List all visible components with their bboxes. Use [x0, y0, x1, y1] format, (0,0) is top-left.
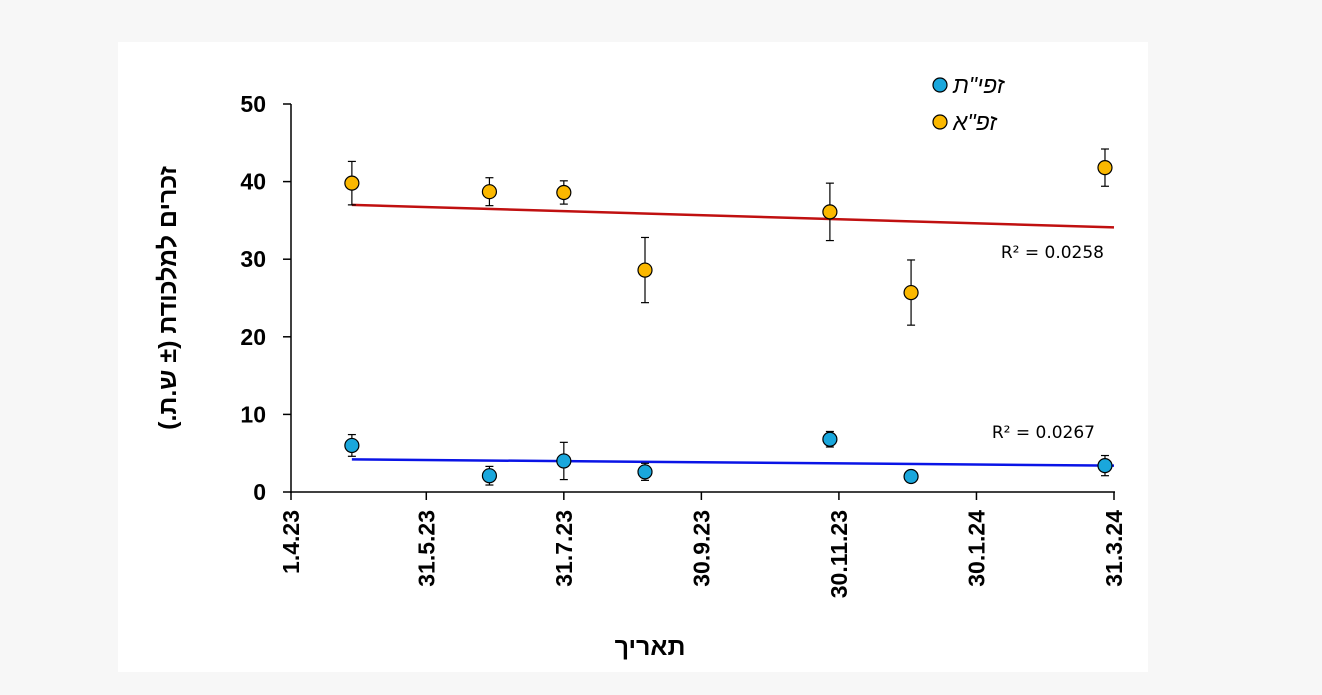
y-tick-label: 50	[240, 91, 266, 117]
data-point	[344, 175, 360, 191]
trendline	[351, 203, 1115, 229]
data-point	[903, 468, 919, 485]
y-tick-label: 40	[240, 169, 266, 195]
data-points	[344, 160, 1113, 485]
legend-label: ת"יפז	[952, 72, 1006, 98]
data-point	[637, 464, 653, 480]
legend-marker	[932, 114, 948, 130]
legend-label: א"פז	[952, 109, 998, 135]
data-point	[481, 184, 498, 200]
x-tick-label: 30.1.24	[963, 510, 989, 587]
data-point	[1097, 458, 1113, 474]
data-point	[481, 468, 498, 484]
r2-label: R² = 0.0267	[992, 423, 1095, 443]
data-point	[556, 453, 572, 469]
r2-labels: R² = 0.0267 R² = 0.0258	[992, 243, 1104, 443]
x-tick-label: 31.7.23	[551, 510, 577, 587]
axes	[283, 103, 1115, 500]
x-tick-labels: 1.4.23 31.5.23 31.7.23 30.9.23 30.11.23 30.1.…	[278, 510, 1127, 598]
x-axis-title: תאריך	[615, 633, 686, 661]
legend-marker	[932, 77, 948, 93]
x-tick-label: 31.5.23	[413, 510, 439, 587]
y-tick-label: 10	[240, 401, 266, 427]
trendline	[351, 458, 1115, 467]
r2-label: R² = 0.0258	[1001, 243, 1104, 263]
y-tick-labels: 0 10 20 30 40 50	[240, 91, 266, 505]
data-point	[637, 262, 653, 278]
x-tick-label: 30.9.23	[688, 510, 714, 587]
y-tick-label: 0	[253, 479, 266, 505]
y-axis-title: זכרים למלכודת (± ש.ת.)	[154, 166, 182, 430]
x-tick-label: 30.11.23	[826, 510, 852, 598]
data-point	[556, 184, 572, 201]
x-tick-label: 31.3.24	[1101, 510, 1127, 587]
data-point	[903, 284, 919, 301]
trendlines	[351, 203, 1115, 467]
data-point	[822, 431, 838, 447]
y-tick-label: 30	[240, 246, 266, 272]
data-point	[1097, 160, 1113, 176]
chart-area	[118, 42, 1148, 672]
legend: ת"יפז א"פז	[932, 72, 1006, 135]
y-tick-label: 20	[240, 324, 266, 350]
x-tick-label: 1.4.23	[278, 510, 304, 574]
data-point	[344, 437, 360, 454]
data-point	[822, 204, 838, 220]
